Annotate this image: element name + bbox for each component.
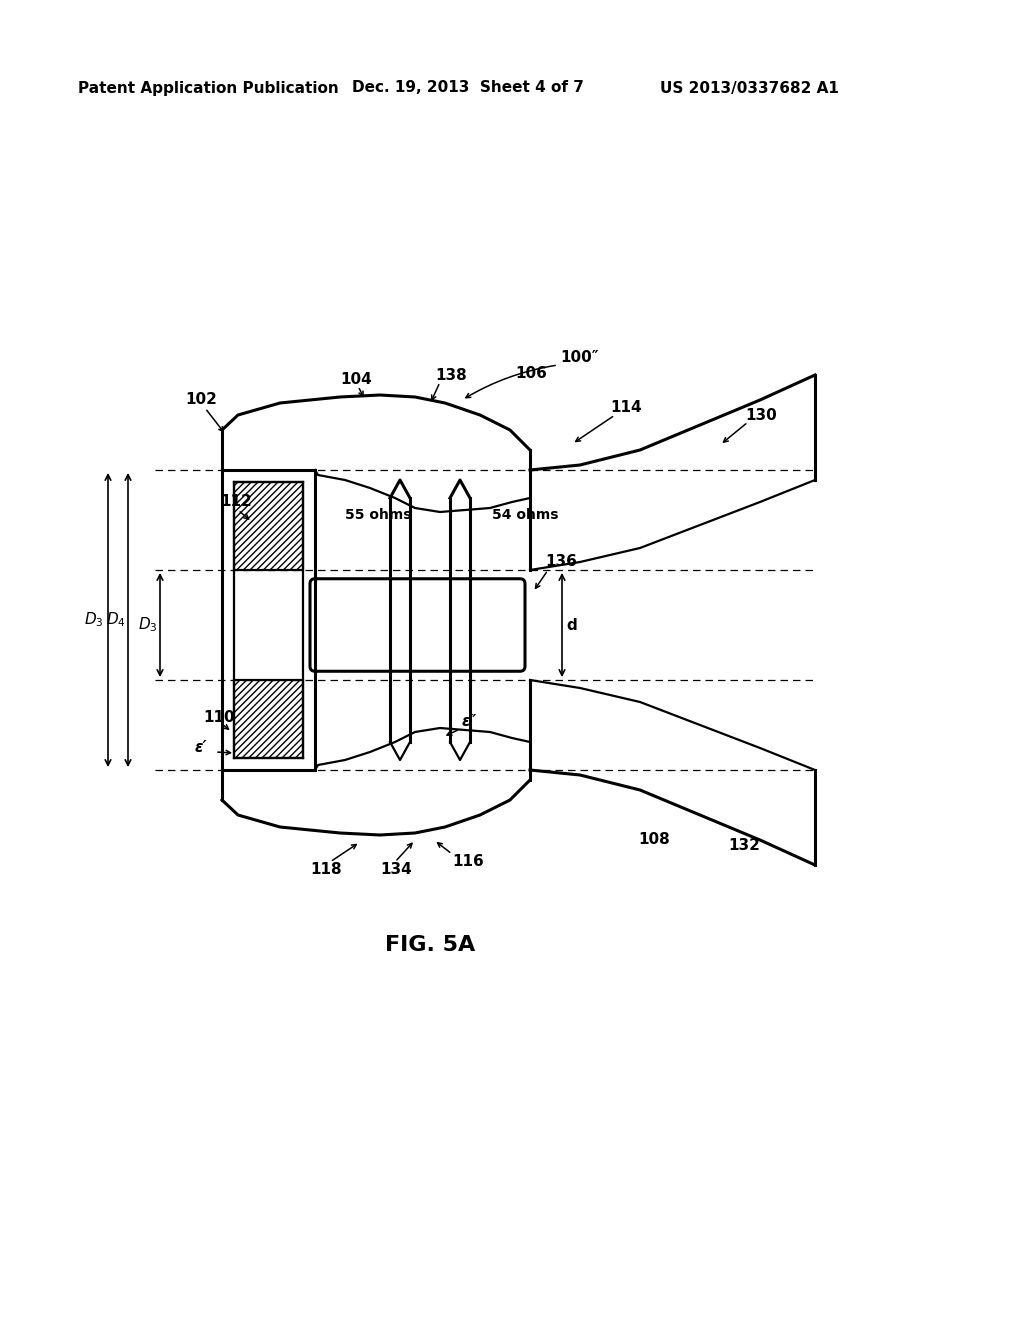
Text: ε′: ε′ <box>195 741 208 755</box>
Text: $D_3$: $D_3$ <box>84 611 103 630</box>
Text: Dec. 19, 2013  Sheet 4 of 7: Dec. 19, 2013 Sheet 4 of 7 <box>352 81 584 95</box>
Text: 134: 134 <box>380 862 412 878</box>
Text: US 2013/0337682 A1: US 2013/0337682 A1 <box>660 81 839 95</box>
Text: 102: 102 <box>185 392 217 408</box>
Text: d: d <box>566 618 578 632</box>
Text: 54 ohms: 54 ohms <box>492 508 558 521</box>
Text: 100″: 100″ <box>560 351 599 366</box>
Text: 136: 136 <box>545 554 577 569</box>
Text: 118: 118 <box>310 862 342 878</box>
Text: FIG. 5A: FIG. 5A <box>385 935 475 954</box>
Text: 116: 116 <box>452 854 483 870</box>
Text: 130: 130 <box>745 408 777 422</box>
Bar <box>234 482 303 570</box>
Text: 114: 114 <box>610 400 642 416</box>
Text: 112: 112 <box>220 495 252 510</box>
Text: $D_3$: $D_3$ <box>138 615 158 635</box>
Text: 110: 110 <box>203 710 234 726</box>
Text: $D_4$: $D_4$ <box>106 611 126 630</box>
Text: 55 ohms: 55 ohms <box>345 508 412 521</box>
Text: 108: 108 <box>638 833 670 847</box>
Text: Patent Application Publication: Patent Application Publication <box>78 81 339 95</box>
FancyBboxPatch shape <box>310 578 525 672</box>
Text: 132: 132 <box>728 837 760 853</box>
Text: 106: 106 <box>515 366 547 380</box>
Text: 138: 138 <box>435 367 467 383</box>
Text: 104: 104 <box>340 372 372 388</box>
Text: ε″: ε″ <box>462 714 477 730</box>
Bar <box>234 680 303 758</box>
